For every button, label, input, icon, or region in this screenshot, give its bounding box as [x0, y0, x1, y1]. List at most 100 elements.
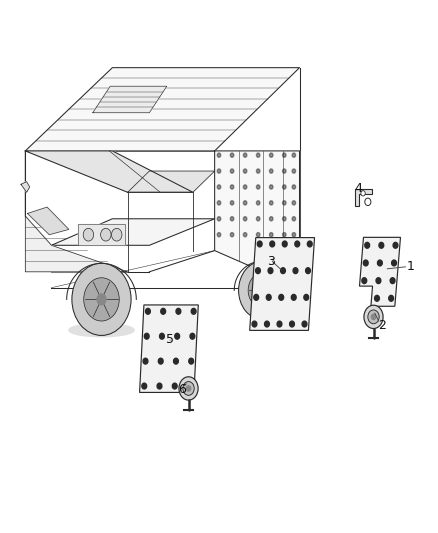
Circle shape — [283, 185, 286, 189]
Circle shape — [270, 241, 275, 247]
Circle shape — [269, 201, 273, 205]
Circle shape — [143, 358, 148, 364]
Circle shape — [292, 185, 296, 189]
Circle shape — [244, 169, 247, 173]
Ellipse shape — [69, 324, 134, 337]
Polygon shape — [25, 216, 127, 272]
Polygon shape — [355, 189, 372, 206]
Circle shape — [159, 333, 164, 339]
Circle shape — [290, 321, 294, 327]
Circle shape — [269, 216, 273, 221]
Circle shape — [112, 228, 122, 241]
Circle shape — [244, 153, 247, 157]
Polygon shape — [93, 86, 167, 113]
Circle shape — [292, 216, 296, 221]
Circle shape — [368, 310, 379, 324]
Circle shape — [378, 260, 382, 266]
Circle shape — [379, 243, 384, 248]
Circle shape — [230, 169, 234, 173]
Circle shape — [257, 241, 262, 247]
Circle shape — [97, 294, 106, 305]
Circle shape — [145, 309, 150, 314]
Circle shape — [364, 260, 368, 266]
Circle shape — [255, 268, 260, 273]
Circle shape — [217, 216, 221, 221]
Circle shape — [256, 185, 260, 189]
Polygon shape — [25, 151, 193, 192]
Polygon shape — [250, 238, 314, 330]
Text: 5: 5 — [166, 333, 174, 346]
Circle shape — [389, 295, 393, 301]
Circle shape — [244, 201, 247, 205]
Circle shape — [191, 309, 196, 314]
Polygon shape — [25, 68, 300, 151]
Circle shape — [83, 228, 94, 241]
Circle shape — [283, 169, 286, 173]
Circle shape — [217, 232, 221, 237]
Circle shape — [283, 153, 286, 157]
Circle shape — [230, 216, 234, 221]
Circle shape — [173, 358, 178, 364]
Text: 6: 6 — [178, 383, 186, 396]
Circle shape — [252, 321, 257, 327]
Circle shape — [365, 198, 371, 206]
Circle shape — [254, 294, 258, 300]
Circle shape — [392, 260, 396, 266]
Circle shape — [292, 232, 296, 237]
Circle shape — [365, 243, 370, 248]
Circle shape — [230, 232, 234, 237]
Circle shape — [179, 377, 198, 400]
Circle shape — [190, 333, 195, 339]
Circle shape — [371, 314, 376, 319]
Circle shape — [189, 358, 194, 364]
Circle shape — [142, 383, 147, 389]
Circle shape — [283, 232, 286, 237]
Circle shape — [307, 241, 312, 247]
Circle shape — [256, 201, 260, 205]
Circle shape — [244, 216, 247, 221]
Circle shape — [269, 185, 273, 189]
Circle shape — [172, 383, 177, 389]
Circle shape — [266, 294, 271, 300]
Polygon shape — [140, 305, 198, 392]
Circle shape — [277, 321, 282, 327]
Polygon shape — [215, 151, 300, 288]
Circle shape — [268, 268, 273, 273]
Polygon shape — [28, 207, 69, 235]
Circle shape — [161, 309, 166, 314]
Circle shape — [393, 243, 398, 248]
Circle shape — [283, 216, 286, 221]
Circle shape — [158, 358, 163, 364]
Circle shape — [259, 286, 266, 295]
Circle shape — [293, 268, 298, 273]
Circle shape — [292, 153, 296, 157]
Circle shape — [72, 263, 131, 335]
Circle shape — [269, 232, 273, 237]
Circle shape — [248, 273, 277, 308]
Circle shape — [217, 185, 221, 189]
Circle shape — [187, 383, 192, 389]
Circle shape — [144, 333, 149, 339]
Circle shape — [269, 169, 273, 173]
Circle shape — [217, 169, 221, 173]
Circle shape — [292, 169, 296, 173]
Circle shape — [84, 278, 119, 321]
Text: 1: 1 — [406, 260, 414, 273]
Circle shape — [295, 241, 300, 247]
Polygon shape — [51, 219, 215, 245]
Polygon shape — [21, 182, 30, 192]
Circle shape — [101, 228, 111, 241]
Circle shape — [361, 191, 365, 196]
Circle shape — [304, 294, 309, 300]
Circle shape — [291, 294, 296, 300]
Circle shape — [306, 268, 311, 273]
Circle shape — [279, 294, 284, 300]
Circle shape — [302, 321, 307, 327]
Circle shape — [217, 153, 221, 157]
Circle shape — [390, 278, 395, 284]
Circle shape — [269, 153, 273, 157]
Circle shape — [157, 383, 162, 389]
Circle shape — [283, 201, 286, 205]
Polygon shape — [127, 171, 215, 192]
Circle shape — [175, 333, 180, 339]
